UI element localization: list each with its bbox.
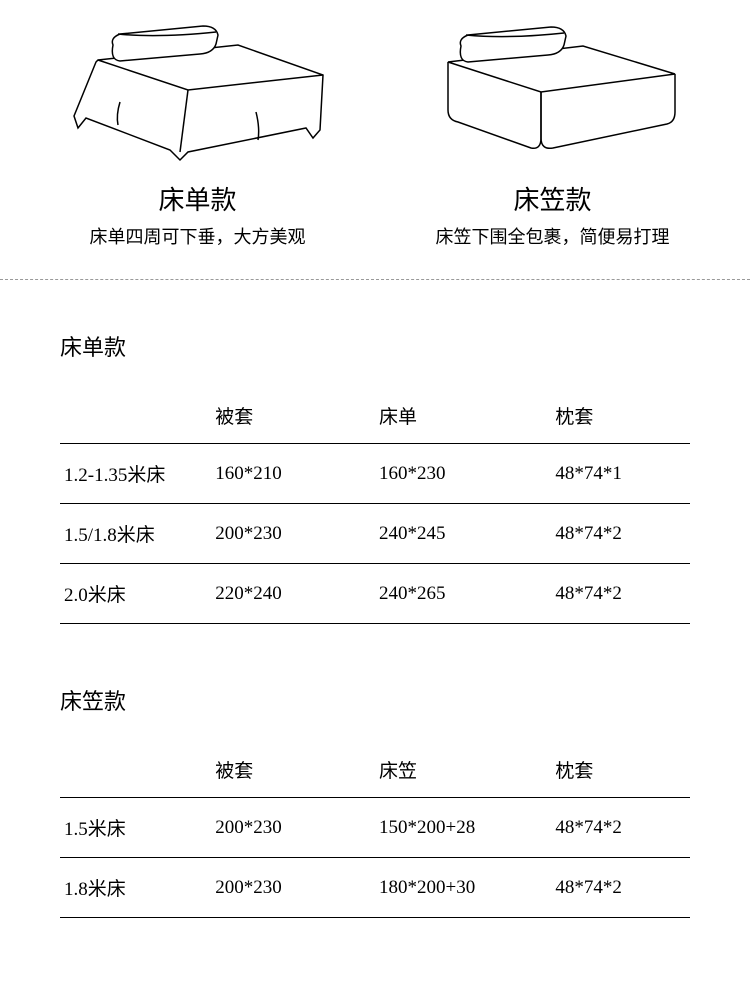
table-row: 2.0米床 220*240 240*265 48*74*2 xyxy=(60,564,690,624)
size-table-0: 被套 床单 枕套 1.2-1.35米床 160*210 160*230 48*7… xyxy=(60,392,690,624)
table-block-0: 床单款 被套 床单 枕套 1.2-1.35米床 160*210 160*230 … xyxy=(60,330,690,624)
table-header: 被套 xyxy=(211,746,375,798)
table-block-1: 床笠款 被套 床笠 枕套 1.5米床 200*230 150*200+28 48… xyxy=(60,684,690,918)
table-header: 枕套 xyxy=(551,746,690,798)
table-cell: 48*74*2 xyxy=(551,798,690,858)
table-cell: 48*74*1 xyxy=(551,444,690,504)
bed-fitted-title: 床笠款 xyxy=(375,180,730,217)
table-row: 1.2-1.35米床 160*210 160*230 48*74*1 xyxy=(60,444,690,504)
table-title-0: 床单款 xyxy=(60,330,690,362)
table-cell: 200*230 xyxy=(211,798,375,858)
table-cell: 1.5/1.8米床 xyxy=(60,504,211,564)
bed-sheet-title: 床单款 xyxy=(20,180,375,217)
table-cell: 2.0米床 xyxy=(60,564,211,624)
table-cell: 48*74*2 xyxy=(551,564,690,624)
table-cell: 220*240 xyxy=(211,564,375,624)
bed-fitted-block: 床笠款 床笠下围全包裹，简便易打理 xyxy=(375,20,730,249)
bed-sheet-illustration xyxy=(20,20,375,170)
table-cell: 160*210 xyxy=(211,444,375,504)
table-cell: 200*230 xyxy=(211,858,375,918)
table-cell: 150*200+28 xyxy=(375,798,551,858)
table-cell: 180*200+30 xyxy=(375,858,551,918)
bed-sheet-icon xyxy=(58,20,338,170)
bed-sheet-block: 床单款 床单四周可下垂，大方美观 xyxy=(20,20,375,249)
table-header xyxy=(60,746,211,798)
table-header: 床笠 xyxy=(375,746,551,798)
bed-sheet-desc: 床单四周可下垂，大方美观 xyxy=(20,223,375,249)
tables-section: 床单款 被套 床单 枕套 1.2-1.35米床 160*210 160*230 … xyxy=(0,280,750,998)
table-title-1: 床笠款 xyxy=(60,684,690,716)
table-cell: 48*74*2 xyxy=(551,504,690,564)
table-header: 床单 xyxy=(375,392,551,444)
table-header xyxy=(60,392,211,444)
table-cell: 1.5米床 xyxy=(60,798,211,858)
table-cell: 1.8米床 xyxy=(60,858,211,918)
table-row: 1.5/1.8米床 200*230 240*245 48*74*2 xyxy=(60,504,690,564)
size-table-1: 被套 床笠 枕套 1.5米床 200*230 150*200+28 48*74*… xyxy=(60,746,690,918)
table-row: 1.5米床 200*230 150*200+28 48*74*2 xyxy=(60,798,690,858)
table-header: 被套 xyxy=(211,392,375,444)
bed-fitted-illustration xyxy=(375,20,730,170)
bed-fitted-icon xyxy=(413,20,693,170)
table-cell: 240*265 xyxy=(375,564,551,624)
table-cell: 1.2-1.35米床 xyxy=(60,444,211,504)
table-header: 枕套 xyxy=(551,392,690,444)
table-cell: 240*245 xyxy=(375,504,551,564)
table-cell: 200*230 xyxy=(211,504,375,564)
bed-fitted-desc: 床笠下围全包裹，简便易打理 xyxy=(375,223,730,249)
table-cell: 160*230 xyxy=(375,444,551,504)
table-row: 1.8米床 200*230 180*200+30 48*74*2 xyxy=(60,858,690,918)
top-section: 床单款 床单四周可下垂，大方美观 床笠款 床笠下围全包裹， xyxy=(0,0,750,280)
table-cell: 48*74*2 xyxy=(551,858,690,918)
